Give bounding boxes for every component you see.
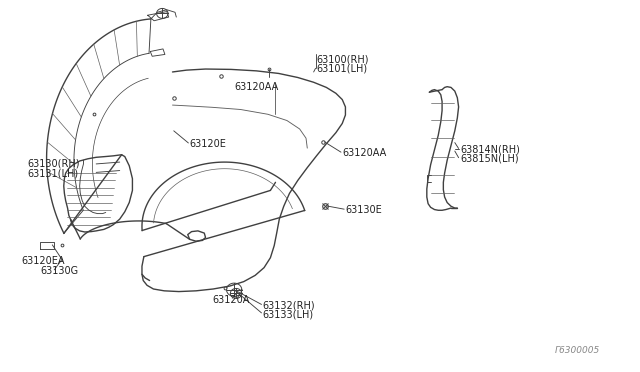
Text: 63120E: 63120E [189, 139, 227, 149]
Text: Γ6300005: Γ6300005 [554, 346, 600, 355]
Text: 63131(LH): 63131(LH) [28, 168, 79, 178]
Text: 63133(LH): 63133(LH) [263, 309, 314, 319]
Text: 63120AA: 63120AA [342, 148, 387, 158]
Text: 63120A: 63120A [212, 295, 250, 305]
Text: 63120AA: 63120AA [234, 82, 278, 92]
Text: 63120EA: 63120EA [21, 256, 65, 266]
Text: 63101(LH): 63101(LH) [317, 63, 368, 73]
Text: 63100(RH): 63100(RH) [317, 54, 369, 64]
Text: 63815N(LH): 63815N(LH) [460, 153, 518, 163]
Text: 63130(RH): 63130(RH) [28, 159, 80, 169]
Text: 63130G: 63130G [40, 266, 78, 276]
Text: 63132(RH): 63132(RH) [263, 301, 316, 311]
Text: 63130E: 63130E [346, 205, 382, 215]
Text: 63814N(RH): 63814N(RH) [460, 144, 520, 154]
